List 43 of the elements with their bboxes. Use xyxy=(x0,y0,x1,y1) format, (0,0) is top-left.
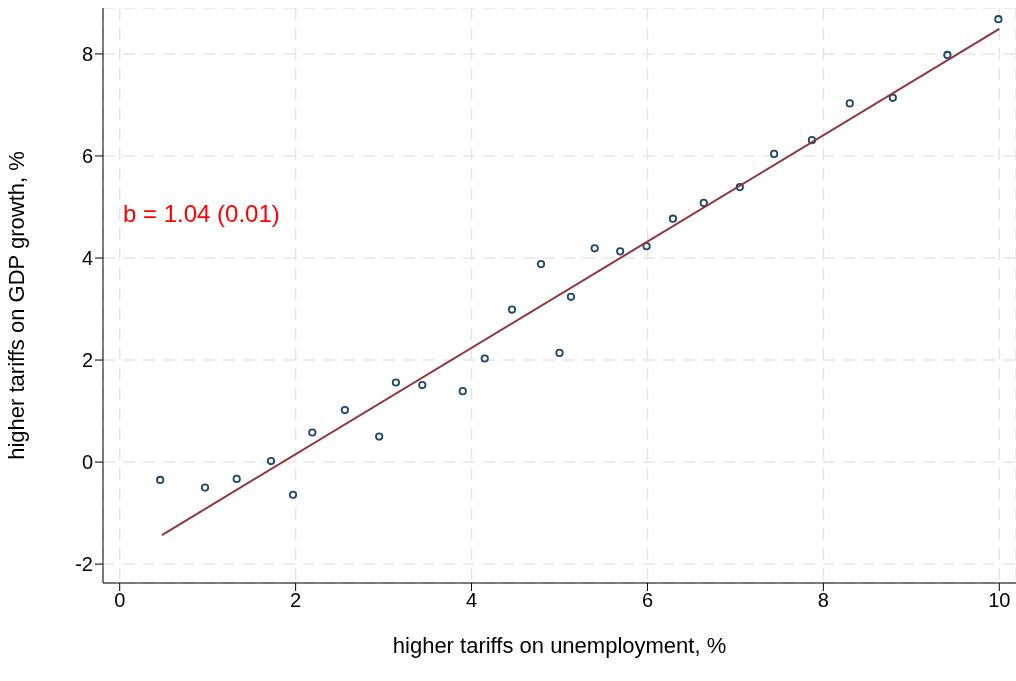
point xyxy=(807,136,817,145)
point xyxy=(458,387,467,396)
x-tick-label: 0 xyxy=(114,589,126,612)
point xyxy=(391,378,400,387)
point xyxy=(156,475,165,485)
point xyxy=(616,247,625,256)
point xyxy=(536,260,546,269)
y-axis-title: higher tariffs on GDP growth, % xyxy=(3,151,29,460)
x-tick-label: 10 xyxy=(988,589,1011,612)
point xyxy=(668,214,678,223)
point xyxy=(200,483,210,492)
point xyxy=(845,99,854,108)
y-tick-label: 0 xyxy=(81,451,93,474)
y-tick-label: 6 xyxy=(81,145,93,168)
annotation: b = 1.04 (0.01) xyxy=(123,200,280,228)
x-tick-label: 2 xyxy=(290,589,302,612)
point xyxy=(232,474,241,484)
point xyxy=(735,182,744,192)
y-tick-label: 2 xyxy=(81,349,93,372)
point xyxy=(566,292,576,301)
point xyxy=(770,149,779,159)
point xyxy=(943,50,952,60)
point xyxy=(642,242,651,251)
point xyxy=(288,490,298,499)
point xyxy=(555,348,564,357)
x-tick-label: 8 xyxy=(817,589,829,612)
y-tick-label: 8 xyxy=(81,43,93,66)
point xyxy=(480,354,489,363)
point xyxy=(507,305,517,314)
point xyxy=(375,432,384,441)
x-axis-title: higher tariffs on unemployment, % xyxy=(392,633,727,658)
y-tick-label: -2 xyxy=(75,553,93,576)
point xyxy=(888,93,897,102)
point xyxy=(590,244,599,253)
point xyxy=(308,428,317,437)
point xyxy=(266,456,276,466)
point xyxy=(994,15,1003,24)
point xyxy=(418,380,427,390)
x-tick-label: 4 xyxy=(465,589,478,612)
x-tick-label: 6 xyxy=(641,589,654,612)
y-tick-label: 4 xyxy=(81,247,93,270)
point xyxy=(699,198,708,207)
point xyxy=(340,405,349,415)
